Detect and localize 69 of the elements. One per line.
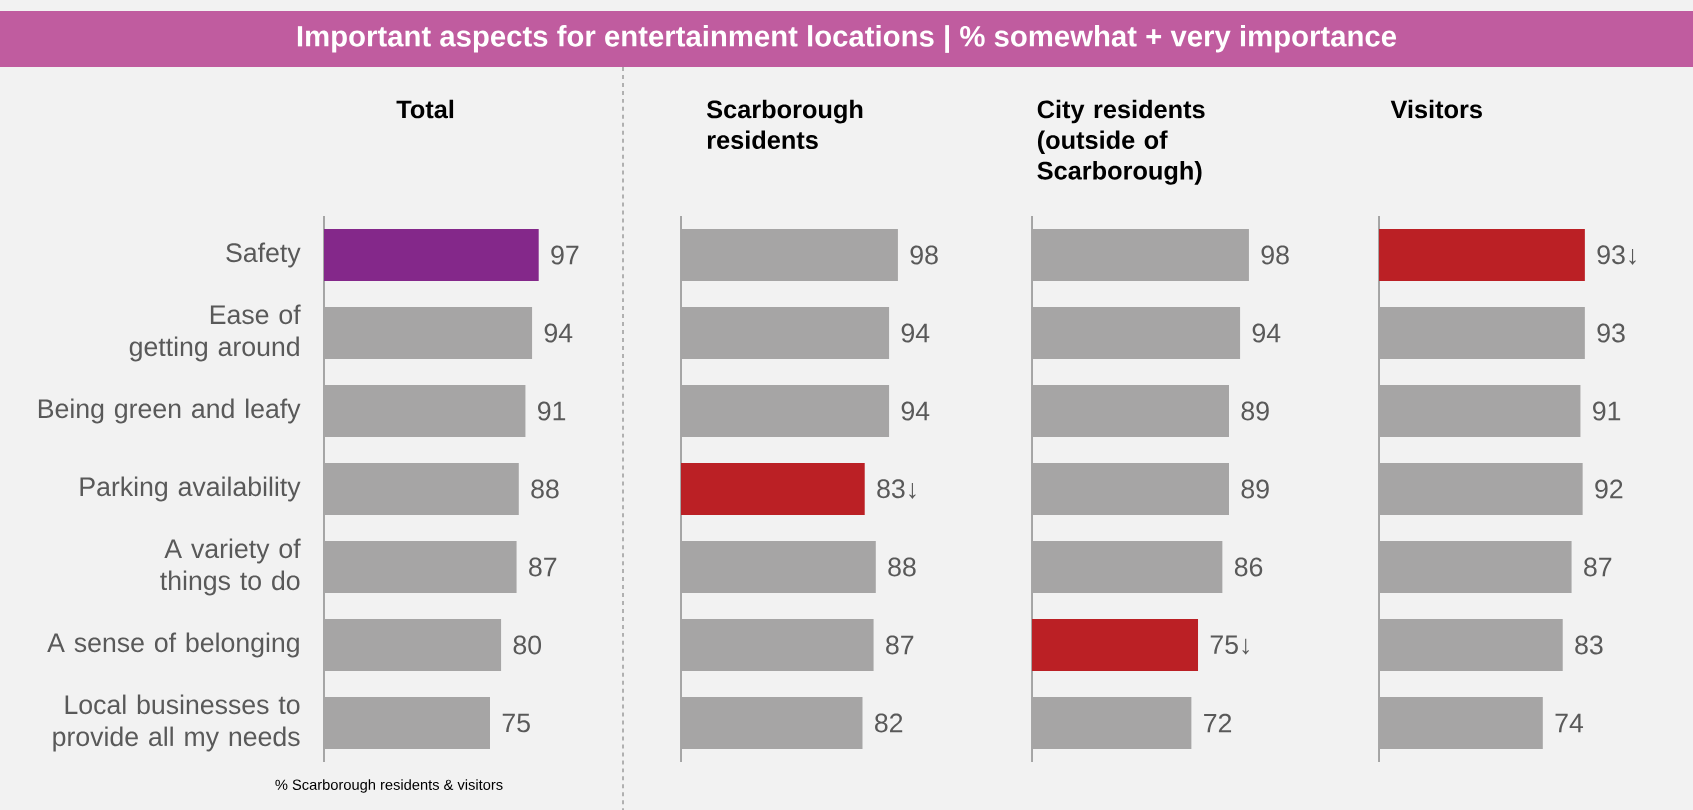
data-label: 80 xyxy=(513,635,542,655)
data-label: 75↓ xyxy=(1210,635,1249,655)
bar xyxy=(1379,463,1583,516)
text: Important aspects for entertainment locations | % somewhat + very importance xyxy=(297,25,1397,53)
y-tick-label: A variety of things to do xyxy=(160,538,301,596)
data-label: 89 xyxy=(1241,401,1269,421)
data-label: 87 xyxy=(529,557,557,577)
data-label: 94 xyxy=(544,323,573,343)
bar xyxy=(1032,619,1199,672)
data-label: 88 xyxy=(888,557,916,577)
data-label: 98 xyxy=(910,245,938,265)
data-label: 98 xyxy=(1261,245,1289,265)
data-label: 92 xyxy=(1595,479,1623,499)
bar xyxy=(681,619,874,672)
chart-title: City residents (outside of Scarborough) xyxy=(1037,99,1205,185)
bar xyxy=(681,385,890,438)
data-label: 94 xyxy=(901,401,930,421)
data-label: 74 xyxy=(1555,713,1584,733)
bar xyxy=(324,307,533,360)
bar xyxy=(681,463,865,516)
data-label: 75 xyxy=(502,713,530,733)
chart-title: Visitors xyxy=(1390,99,1482,119)
bar xyxy=(1032,541,1223,594)
data-label: 94 xyxy=(1252,323,1281,343)
y-tick-label: A sense of belonging xyxy=(47,632,299,658)
data-label: 89 xyxy=(1241,479,1269,499)
data-label: 82 xyxy=(875,713,903,733)
bar xyxy=(681,541,876,594)
data-label: 91 xyxy=(538,401,566,421)
bar xyxy=(324,229,539,282)
data-label: 93↓ xyxy=(1597,245,1636,265)
bar xyxy=(681,697,863,750)
bar xyxy=(1379,697,1543,750)
bar xyxy=(1032,385,1230,438)
bar xyxy=(681,307,890,360)
data-label: 72 xyxy=(1204,713,1232,733)
bar xyxy=(1379,229,1585,282)
y-tick-label: Local businesses to provide all my needs xyxy=(53,694,300,752)
bar xyxy=(324,541,517,594)
data-label: 87 xyxy=(1584,557,1612,577)
data-label: 97 xyxy=(551,245,579,265)
bar xyxy=(324,619,502,672)
data-label: 83↓ xyxy=(877,479,916,499)
data-label: 93 xyxy=(1597,323,1625,343)
bar xyxy=(1379,385,1581,438)
y-tick-label: Ease of getting around xyxy=(129,304,301,362)
bar xyxy=(1379,541,1572,594)
data-label: 94 xyxy=(901,323,930,343)
data-label: 91 xyxy=(1593,401,1621,421)
bar xyxy=(681,229,898,282)
bar xyxy=(1379,307,1585,360)
y-tick-label: Parking availability xyxy=(80,476,301,502)
bar xyxy=(1032,307,1241,360)
bar xyxy=(1032,229,1249,282)
chart-title: Scarborough residents xyxy=(706,99,863,149)
bar xyxy=(324,463,519,516)
chart-title: Total xyxy=(396,99,454,119)
data-label: 86 xyxy=(1234,557,1263,577)
bar xyxy=(1032,697,1192,750)
data-label: 87 xyxy=(886,635,914,655)
bar xyxy=(324,697,491,750)
data-label: 83 xyxy=(1575,635,1603,655)
y-tick-label: Safety xyxy=(226,242,301,268)
bar xyxy=(1379,619,1563,672)
y-tick-label: Being green and leafy xyxy=(38,398,301,424)
bar xyxy=(324,385,526,438)
data-label: 88 xyxy=(531,479,559,499)
bar xyxy=(1032,463,1230,516)
text: % Scarborough residents & visitors xyxy=(275,779,503,793)
